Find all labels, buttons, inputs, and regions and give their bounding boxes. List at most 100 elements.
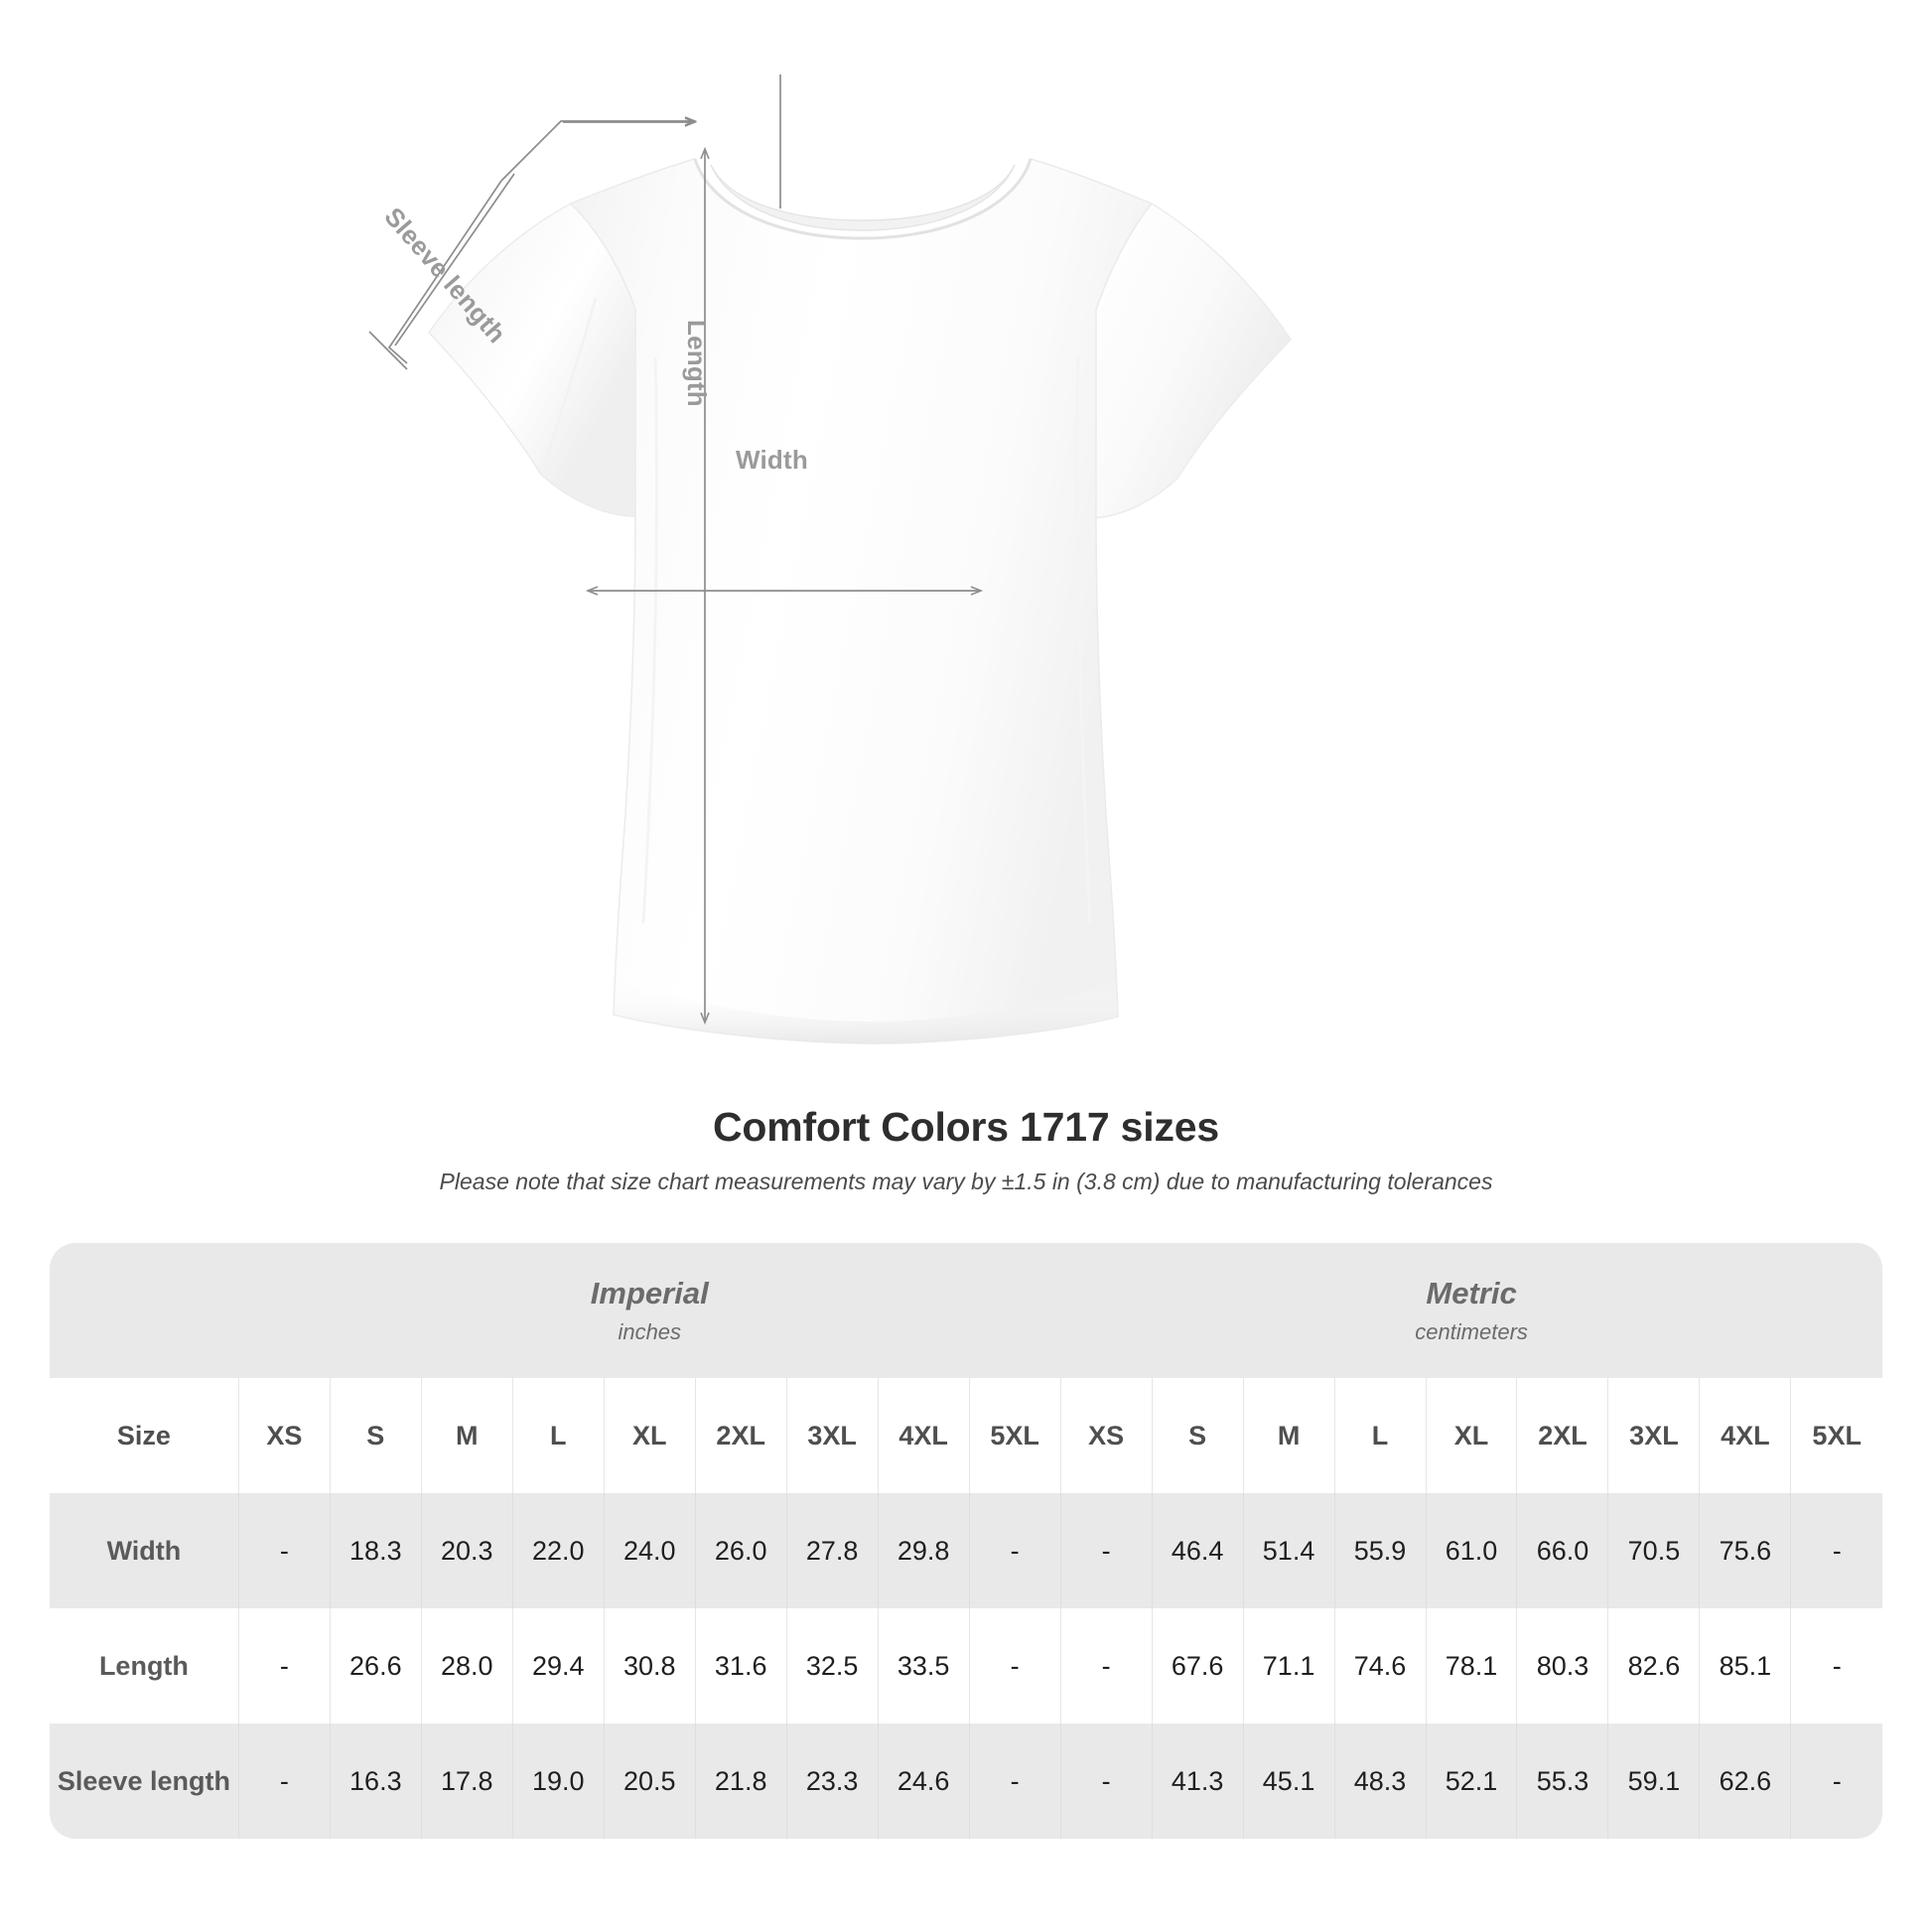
table-row: Length -26.6 28.0 29.4 30.8 31.6 32.5 33.5- -67.… (50, 1608, 1882, 1724)
cell-length-metric-m: 71.1 (1242, 1608, 1335, 1724)
cell-length-imperial-3xl: 32.5 (785, 1608, 879, 1724)
size-header-metric-l: L (1333, 1378, 1427, 1493)
cell-sleeve-length-metric-xs: - (1059, 1724, 1153, 1839)
cell-width-imperial-5xl: - (968, 1493, 1061, 1608)
sleeve-diagonal (394, 173, 515, 346)
size-header-imperial-l: L (511, 1378, 605, 1493)
cell-width-metric-2xl: 66.0 (1516, 1493, 1608, 1608)
cell-length-metric-5xl: - (1790, 1608, 1882, 1724)
size-header-imperial-m: M (420, 1378, 513, 1493)
cell-sleeve-length-imperial-m: 17.8 (420, 1724, 513, 1839)
size-header-imperial-s: S (329, 1378, 422, 1493)
cell-width-metric-4xl: 75.6 (1699, 1493, 1791, 1608)
cell-length-imperial-xs: - (237, 1608, 331, 1724)
cell-width-metric-5xl: - (1790, 1493, 1882, 1608)
cell-sleeve-length-metric-4xl: 62.6 (1699, 1724, 1791, 1839)
tolerance-note: Please note that size chart measurements… (439, 1169, 1493, 1194)
cell-length-imperial-l: 29.4 (511, 1608, 605, 1724)
cell-width-metric-l: 55.9 (1333, 1493, 1427, 1608)
cell-length-imperial-s: 26.6 (329, 1608, 422, 1724)
measurement-guides (368, 74, 984, 1026)
cell-width-imperial-3xl: 27.8 (785, 1493, 879, 1608)
size-header-metric-xs: XS (1059, 1378, 1153, 1493)
table-row: Sleeve length -16.3 17.8 19.0 20.5 21.8 23.3 24… (50, 1724, 1882, 1839)
cell-width-imperial-4xl: 29.8 (877, 1493, 970, 1608)
cell-length-imperial-2xl: 31.6 (694, 1608, 787, 1724)
sleeve-end-tick (368, 331, 408, 370)
size-header-label: Size (50, 1378, 239, 1493)
size-chart-caption: Comfort Colors 1717 sizes Please note th… (0, 1104, 1932, 1195)
cell-width-imperial-2xl: 26.0 (694, 1493, 787, 1608)
cell-width-imperial-xs: - (237, 1493, 331, 1608)
cell-width-metric-3xl: 70.5 (1607, 1493, 1700, 1608)
cell-sleeve-length-imperial-s: 16.3 (329, 1724, 422, 1839)
size-chart-table: Imperial inches Metric centimeters Size … (50, 1243, 1882, 1839)
cell-length-imperial-m: 28.0 (420, 1608, 513, 1724)
cell-sleeve-length-imperial-xl: 20.5 (603, 1724, 696, 1839)
size-header-imperial-5xl: 5XL (968, 1378, 1061, 1493)
cell-sleeve-length-imperial-2xl: 21.8 (694, 1724, 787, 1839)
size-header-metric-3xl: 3XL (1607, 1378, 1700, 1493)
cell-length-imperial-5xl: - (968, 1608, 1061, 1724)
cell-length-imperial-xl: 30.8 (603, 1608, 696, 1724)
size-header-imperial-2xl: 2XL (694, 1378, 787, 1493)
cell-width-imperial-s: 18.3 (329, 1493, 422, 1608)
size-header-metric-m: M (1242, 1378, 1335, 1493)
cell-length-metric-s: 67.6 (1151, 1608, 1244, 1724)
cell-width-metric-m: 51.4 (1242, 1493, 1335, 1608)
length-dimension-label: Length (682, 320, 712, 407)
cell-length-metric-2xl: 80.3 (1516, 1608, 1608, 1724)
size-header-metric-5xl: 5XL (1790, 1378, 1882, 1493)
unit-group-metric-subtitle: centimeters (1415, 1319, 1528, 1345)
cell-sleeve-length-metric-2xl: 55.3 (1516, 1724, 1608, 1839)
cell-sleeve-length-imperial-4xl: 24.6 (877, 1724, 970, 1839)
size-header-metric-s: S (1151, 1378, 1244, 1493)
cell-sleeve-length-imperial-xs: - (237, 1724, 331, 1839)
table-row: Width -18.3 20.3 22.0 24.0 26.0 27.8 29.8- -46.4… (50, 1493, 1882, 1608)
cell-length-metric-xl: 78.1 (1425, 1608, 1517, 1724)
size-header-imperial-xs: XS (237, 1378, 331, 1493)
cell-sleeve-length-metric-l: 48.3 (1333, 1724, 1427, 1839)
cell-sleeve-length-metric-xl: 52.1 (1425, 1724, 1517, 1839)
cell-length-metric-4xl: 85.1 (1699, 1608, 1791, 1724)
unit-group-imperial: Imperial inches (238, 1243, 1061, 1378)
cell-width-metric-xl: 61.0 (1425, 1493, 1517, 1608)
cell-width-imperial-xl: 24.0 (603, 1493, 696, 1608)
sleeve-leader-line (387, 116, 698, 364)
size-header-metric-4xl: 4XL (1699, 1378, 1791, 1493)
cell-sleeve-length-metric-m: 45.1 (1242, 1724, 1335, 1839)
size-chart-table-container: Imperial inches Metric centimeters Size … (50, 1243, 1882, 1839)
cell-sleeve-length-imperial-l: 19.0 (511, 1724, 605, 1839)
page-title: Comfort Colors 1717 sizes (713, 1104, 1219, 1150)
cell-width-imperial-m: 20.3 (420, 1493, 513, 1608)
unit-group-metric-title: Metric (1426, 1275, 1517, 1311)
width-dimension-label: Width (736, 445, 808, 475)
cell-width-imperial-l: 22.0 (511, 1493, 605, 1608)
cell-length-imperial-4xl: 33.5 (877, 1608, 970, 1724)
row-label-length: Length (50, 1608, 239, 1724)
cell-sleeve-length-metric-5xl: - (1790, 1724, 1882, 1839)
unit-system-header-row: Imperial inches Metric centimeters (50, 1243, 1882, 1378)
unit-group-imperial-subtitle: inches (618, 1319, 682, 1345)
cell-sleeve-length-imperial-3xl: 23.3 (785, 1724, 879, 1839)
size-header-imperial-4xl: 4XL (877, 1378, 970, 1493)
size-header-metric-xl: XL (1425, 1378, 1517, 1493)
unit-group-imperial-title: Imperial (590, 1275, 709, 1311)
size-header-imperial-xl: XL (603, 1378, 696, 1493)
cell-width-metric-s: 46.4 (1151, 1493, 1244, 1608)
row-label-width: Width (50, 1493, 239, 1608)
cell-width-metric-xs: - (1059, 1493, 1153, 1608)
row-label-sleeve-length: Sleeve length (50, 1724, 239, 1839)
cell-sleeve-length-metric-s: 41.3 (1151, 1724, 1244, 1839)
unit-header-spacer (50, 1243, 239, 1378)
cell-sleeve-length-imperial-5xl: - (968, 1724, 1061, 1839)
cell-sleeve-length-metric-3xl: 59.1 (1607, 1724, 1700, 1839)
cell-length-metric-3xl: 82.6 (1607, 1608, 1700, 1724)
unit-group-metric: Metric centimeters (1060, 1243, 1882, 1378)
cell-length-metric-l: 74.6 (1333, 1608, 1427, 1724)
tshirt-illustration (368, 74, 1292, 1044)
tshirt-diagram: Sleeve length Length Width (368, 74, 1292, 1044)
size-header-metric-2xl: 2XL (1516, 1378, 1608, 1493)
size-header-row: Size XS S M L XL 2XL 3XL 4XL 5XL XS S M L XL 2XL 3XL 4XL… (50, 1378, 1882, 1493)
cell-length-metric-xs: - (1059, 1608, 1153, 1724)
